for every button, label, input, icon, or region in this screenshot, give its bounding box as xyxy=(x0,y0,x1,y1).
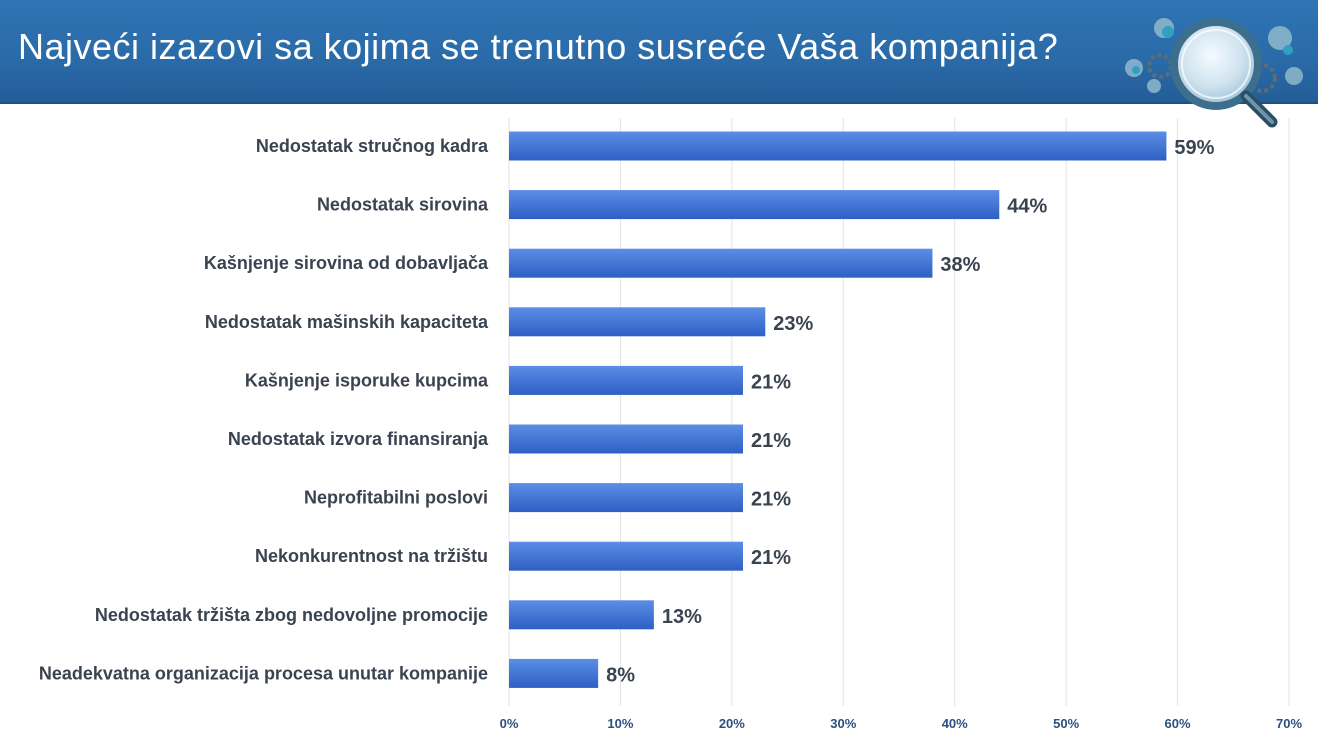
bar xyxy=(509,307,766,337)
category-label: Nedostatak sirovina xyxy=(317,195,489,215)
value-label: 59% xyxy=(1174,137,1214,159)
value-label: 38% xyxy=(940,254,980,276)
magnifier-gears-icon xyxy=(1125,18,1303,128)
x-tick-label: 10% xyxy=(607,716,633,731)
category-label: Kašnjenje isporuke kupcima xyxy=(245,370,489,390)
x-tick-label: 0% xyxy=(500,716,519,731)
x-tick-label: 20% xyxy=(719,716,745,731)
x-tick-label: 40% xyxy=(942,716,968,731)
value-label: 21% xyxy=(751,430,791,452)
value-label: 44% xyxy=(1007,196,1047,218)
category-label: Kašnjenje sirovina od dobavljača xyxy=(204,253,489,273)
value-label: 13% xyxy=(662,606,702,628)
bar xyxy=(509,248,933,278)
category-label: Nekonkurentnost na tržištu xyxy=(255,546,488,566)
page-title: Najveći izazovi sa kojima se trenutno su… xyxy=(18,26,1059,67)
bar xyxy=(509,190,1000,220)
category-label: Neadekvatna organizacija procesa unutar … xyxy=(39,663,488,683)
bar xyxy=(509,365,743,395)
category-label: Nedostatak mašinskih kapaciteta xyxy=(205,312,489,332)
category-label: Neprofitabilni poslovi xyxy=(304,488,488,508)
bar xyxy=(509,483,743,513)
value-label: 21% xyxy=(751,547,791,569)
bar xyxy=(509,600,654,630)
bar xyxy=(509,541,743,571)
category-label: Nedostatak izvora finansiranja xyxy=(228,429,489,449)
bar xyxy=(509,658,599,688)
x-tick-label: 30% xyxy=(830,716,856,731)
value-label: 21% xyxy=(751,371,791,393)
category-label: Nedostatak tržišta zbog nedovoljne promo… xyxy=(95,605,488,625)
x-tick-label: 60% xyxy=(1165,716,1191,731)
value-label: 8% xyxy=(606,664,635,686)
bar xyxy=(509,424,743,454)
x-tick-label: 70% xyxy=(1276,716,1302,731)
category-label: Nedostatak stručnog kadra xyxy=(256,136,489,156)
value-label: 23% xyxy=(773,313,813,335)
value-label: 21% xyxy=(751,489,791,511)
header-banner: Najveći izazovi sa kojima se trenutno su… xyxy=(0,0,1318,104)
bar xyxy=(509,131,1167,161)
x-tick-label: 50% xyxy=(1053,716,1079,731)
